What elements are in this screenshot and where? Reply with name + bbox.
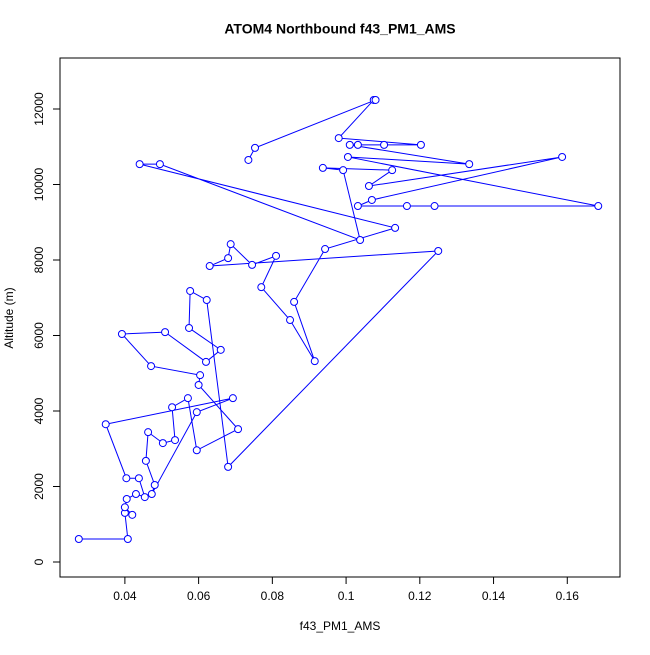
data-point — [123, 534, 132, 543]
data-point — [345, 140, 354, 149]
data-point — [321, 245, 330, 254]
y-tick-label: 10000 — [32, 167, 46, 201]
data-point — [131, 490, 140, 499]
y-tick-label: 8000 — [32, 246, 46, 273]
data-point — [185, 323, 194, 332]
y-axis-label: Altitude (m) — [2, 287, 16, 348]
data-point — [465, 160, 474, 169]
data-point — [318, 163, 327, 172]
data-point — [140, 493, 149, 502]
data-point — [416, 140, 425, 149]
data-point — [558, 152, 567, 161]
x-tick-label: 0.12 — [408, 589, 432, 603]
data-point — [430, 202, 439, 211]
data-point — [122, 474, 131, 483]
data-point — [216, 345, 225, 354]
data-point — [144, 428, 153, 437]
data-point — [353, 140, 362, 149]
data-point — [122, 494, 131, 503]
data-point — [134, 474, 143, 483]
data-point — [290, 297, 299, 306]
data-point — [135, 160, 144, 169]
y-tick-label: 6000 — [32, 322, 46, 349]
data-point — [192, 446, 201, 455]
data-point — [353, 202, 362, 211]
x-tick-label: 0.04 — [113, 589, 137, 603]
data-point — [371, 95, 380, 104]
data-point — [434, 246, 443, 255]
x-tick-label: 0.14 — [482, 589, 506, 603]
data-point — [248, 260, 257, 269]
data-point — [272, 251, 281, 260]
data-point — [228, 394, 237, 403]
x-tick-label: 0.1 — [338, 589, 355, 603]
data-point — [224, 462, 233, 471]
y-tick-label: 4000 — [32, 397, 46, 424]
data-point — [364, 182, 373, 191]
data-point — [155, 160, 164, 169]
data-point — [251, 143, 260, 152]
data-point — [171, 436, 180, 445]
data-point — [226, 240, 235, 249]
y-tick-label: 2000 — [32, 473, 46, 500]
plot-box — [59, 57, 621, 578]
data-point — [186, 286, 195, 295]
x-tick-label: 0.06 — [187, 589, 211, 603]
x-tick-label: 0.16 — [556, 589, 580, 603]
chart-title: ATOM4 Northbound f43_PM1_AMS — [224, 21, 455, 37]
data-point — [141, 456, 150, 465]
data-point — [201, 357, 210, 366]
data-point — [120, 503, 129, 512]
y-tick-label: 12000 — [32, 92, 46, 126]
data-line — [78, 99, 599, 540]
data-point — [194, 380, 203, 389]
data-point — [158, 439, 167, 448]
data-point — [339, 166, 348, 175]
data-point — [183, 394, 192, 403]
x-tick-label: 0.08 — [261, 589, 285, 603]
y-tick-label: 0 — [32, 558, 46, 565]
data-point — [286, 316, 295, 325]
data-point — [147, 362, 156, 371]
data-point — [147, 490, 156, 499]
data-point — [388, 166, 397, 175]
data-point — [128, 510, 137, 519]
data-point — [196, 371, 205, 380]
data-point — [192, 408, 201, 417]
data-point — [367, 195, 376, 204]
data-point — [168, 403, 177, 412]
x-axis-label: f43_PM1_AMS — [300, 619, 381, 633]
data-point — [224, 254, 233, 263]
data-point — [202, 296, 211, 305]
data-point — [150, 481, 159, 490]
data-point — [356, 235, 365, 244]
data-point — [334, 134, 343, 143]
data-point — [391, 223, 400, 232]
data-point — [257, 283, 266, 292]
data-point — [74, 534, 83, 543]
data-point — [402, 202, 411, 211]
data-point — [161, 328, 170, 337]
data-point — [244, 155, 253, 164]
data-point — [234, 425, 243, 434]
data-point — [101, 420, 110, 429]
data-point — [205, 262, 214, 271]
data-point — [594, 202, 603, 211]
data-point — [343, 152, 352, 161]
data-point — [380, 140, 389, 149]
data-point — [117, 329, 126, 338]
data-point — [310, 357, 319, 366]
